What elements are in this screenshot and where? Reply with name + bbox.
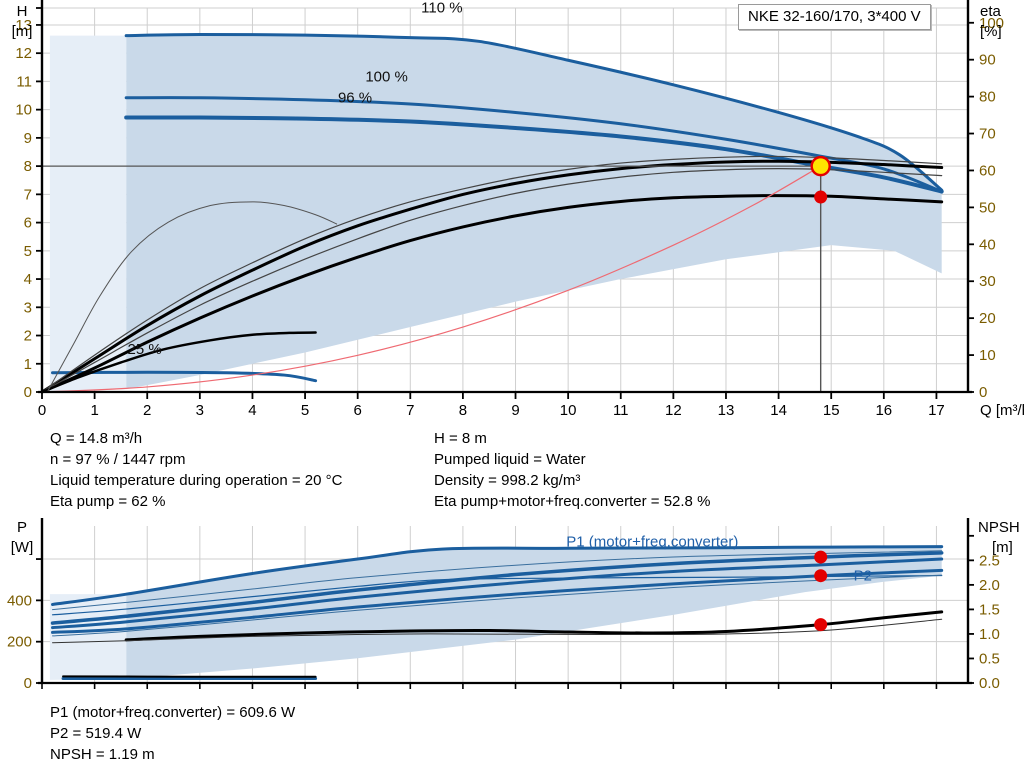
head-efficiency-chart: 0 1 2 3 4 5 6 7 8 9 10 11 12 13 0 1 2 3 4 5 6 7 8 9 10 11 12 13 14 15… (12, 0, 1024, 419)
svg-text:20: 20 (979, 310, 996, 327)
svg-text:10: 10 (560, 402, 577, 419)
svg-text:13: 13 (718, 402, 735, 419)
svg-text:0: 0 (979, 384, 987, 401)
npsh-marker (814, 618, 828, 632)
svg-text:400: 400 (7, 592, 32, 609)
svg-text:50: 50 (979, 199, 996, 216)
info-n: n = 97 % / 1447 rpm (50, 451, 186, 468)
p2-marker (814, 569, 828, 583)
info-pumped-liquid: Pumped liquid = Water (434, 451, 586, 468)
speed-annotation-1: 100 % (365, 68, 408, 85)
svg-text:60: 60 (979, 162, 996, 179)
svg-text:[W]: [W] (11, 539, 34, 556)
power-info: P1 (motor+freq.converter) = 609.6 W P2 =… (50, 702, 295, 765)
svg-text:11: 11 (16, 73, 32, 90)
svg-text:14: 14 (770, 402, 787, 419)
speed-annotation-0: 110 % (421, 0, 462, 16)
svg-text:[m]: [m] (992, 539, 1013, 556)
info-h: H = 8 m (434, 430, 487, 447)
svg-text:1.5: 1.5 (979, 601, 1000, 618)
svg-text:12: 12 (15, 45, 32, 62)
info-eta-total: Eta pump+motor+freq.converter = 52.8 % (434, 493, 711, 510)
svg-text:10: 10 (15, 102, 32, 119)
speed-annotation-3: 25 % (127, 341, 161, 358)
svg-text:7: 7 (24, 186, 32, 203)
info-eta-pump: Eta pump = 62 % (50, 493, 166, 510)
svg-text:9: 9 (511, 402, 519, 419)
power-annotation-1: P2 (854, 568, 872, 585)
svg-text:8: 8 (459, 402, 467, 419)
power-chart-svg: 0 200 400 0.0 0.5 1.0 1.5 2.0 2.5 P [W] NPSH [m] P1 (… (7, 518, 1020, 692)
svg-text:5: 5 (301, 402, 309, 419)
p1-marker (814, 550, 828, 564)
info-density: Density = 998.2 kg/m³ (434, 472, 581, 489)
svg-text:0: 0 (38, 402, 46, 419)
bottom-y2-axis-title: NPSH (978, 519, 1020, 536)
duty-point-info-right: H = 8 m Pumped liquid = Water Density = … (434, 428, 710, 512)
operating-point-marker (810, 155, 831, 177)
svg-text:1: 1 (24, 356, 32, 373)
svg-text:2.5: 2.5 (979, 552, 1000, 569)
svg-text:0: 0 (24, 675, 32, 692)
duty-point-info-left: Q = 14.8 m³/h n = 97 % / 1447 rpm Liquid… (50, 428, 342, 512)
svg-text:4: 4 (248, 402, 256, 419)
svg-text:16: 16 (875, 402, 892, 419)
svg-text:1: 1 (90, 402, 98, 419)
pump-model-legend: NKE 32-160/170, 3*400 V (738, 4, 931, 30)
speed-annotation-2: 96 % (338, 90, 372, 107)
svg-text:1.0: 1.0 (979, 626, 1000, 643)
svg-text:2: 2 (143, 402, 151, 419)
svg-text:4: 4 (24, 271, 32, 288)
top-x-axis-title: Q [m³/h] (980, 402, 1024, 419)
info-npsh: NPSH = 1.19 m (50, 746, 155, 763)
pump-model-label: NKE 32-160/170, 3*400 V (748, 8, 921, 25)
svg-text:3: 3 (196, 402, 204, 419)
power-annotation-0: P1 (motor+freq.converter) (566, 534, 738, 551)
svg-text:13: 13 (15, 17, 32, 34)
svg-text:[m]: [m] (12, 23, 33, 40)
svg-text:2: 2 (24, 328, 32, 345)
info-p1: P1 (motor+freq.converter) = 609.6 W (50, 704, 296, 721)
svg-text:70: 70 (979, 126, 996, 143)
svg-text:8: 8 (24, 158, 32, 175)
info-q: Q = 14.8 m³/h (50, 430, 143, 447)
svg-text:6: 6 (354, 402, 362, 419)
svg-text:40: 40 (979, 236, 996, 253)
svg-text:3: 3 (24, 299, 32, 316)
svg-text:80: 80 (979, 89, 996, 106)
svg-text:12: 12 (665, 402, 682, 419)
svg-text:200: 200 (7, 634, 32, 651)
info-p2: P2 = 519.4 W (50, 725, 142, 742)
info-liquid-temp: Liquid temperature during operation = 20… (50, 472, 343, 489)
svg-text:0: 0 (24, 384, 32, 401)
eta-total-marker (814, 190, 828, 204)
svg-text:0.5: 0.5 (979, 650, 1000, 667)
svg-text:11: 11 (613, 402, 629, 419)
svg-text:17: 17 (928, 402, 945, 419)
svg-text:5: 5 (24, 243, 32, 260)
svg-text:[%]: [%] (980, 23, 1002, 40)
bottom-y-axis-title: P (17, 519, 27, 536)
top-y-axis-title: H (17, 3, 28, 20)
svg-text:90: 90 (979, 52, 996, 69)
svg-text:10: 10 (979, 347, 996, 364)
svg-text:0.0: 0.0 (979, 675, 1000, 692)
svg-text:15: 15 (823, 402, 840, 419)
svg-text:100: 100 (979, 15, 1004, 32)
power-npsh-chart: 0 200 400 0.0 0.5 1.0 1.5 2.0 2.5 P [W] NPSH [m] P1 (… (0, 518, 1024, 703)
top-y2-axis-title: eta (980, 3, 1002, 20)
svg-text:7: 7 (406, 402, 414, 419)
svg-text:6: 6 (24, 215, 32, 232)
svg-text:9: 9 (24, 130, 32, 147)
svg-text:2.0: 2.0 (979, 577, 1000, 594)
svg-text:30: 30 (979, 273, 996, 290)
